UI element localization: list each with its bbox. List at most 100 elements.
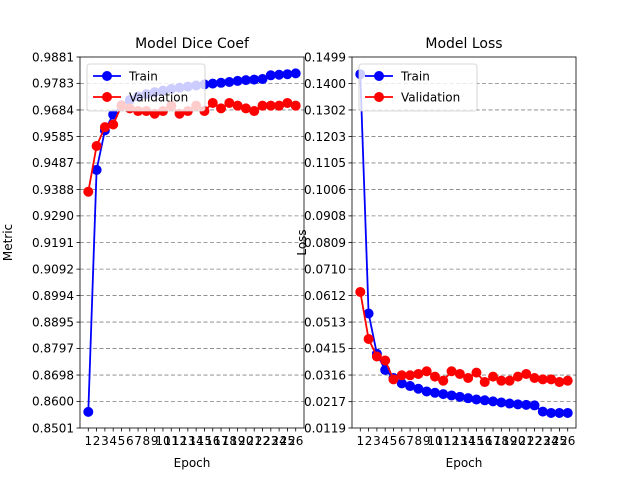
data-point-train: [207, 78, 218, 89]
x-tick-label: 1: [356, 434, 364, 448]
y-axis-label: Loss: [295, 229, 309, 255]
y-tick-label: 0.0119: [304, 421, 346, 435]
data-point-train: [290, 68, 301, 79]
legend-marker-validation: [374, 92, 384, 102]
data-point-validation: [521, 368, 532, 379]
data-point-validation: [99, 122, 110, 133]
data-point-validation: [504, 375, 515, 386]
y-tick-label: 0.0612: [304, 289, 346, 303]
data-point-train: [257, 74, 268, 85]
data-point-train: [240, 75, 251, 86]
plot-frame: [79, 56, 305, 429]
x-tick-label: 15: [469, 434, 484, 448]
x-tick-label: 20: [510, 434, 525, 448]
x-tick-label: 5: [390, 434, 398, 448]
data-point-validation: [488, 371, 499, 382]
chart-title: Model Loss: [425, 36, 502, 52]
data-point-train: [249, 74, 260, 85]
x-tick-label: 5: [118, 434, 126, 448]
y-tick-label: 0.8797: [32, 342, 74, 356]
data-point-train: [488, 396, 499, 407]
data-point-validation: [554, 377, 565, 388]
x-tick-label: 4: [109, 434, 117, 448]
y-tick-label: 0.1006: [304, 183, 346, 197]
y-tick-label: 0.0513: [304, 315, 346, 329]
y-tick-label: 0.9290: [32, 209, 74, 223]
data-point-validation: [396, 370, 407, 381]
plot-frame: [351, 56, 577, 429]
x-tick-label: 15: [197, 434, 212, 448]
x-tick-label: 11: [164, 434, 179, 448]
x-tick-label: 11: [436, 434, 451, 448]
x-tick-label: 21: [247, 434, 262, 448]
data-point-validation: [413, 368, 424, 379]
data-point-train: [546, 407, 557, 418]
data-point-train: [529, 400, 540, 411]
data-point-train: [562, 407, 573, 418]
data-point-validation: [512, 371, 523, 382]
data-point-validation: [429, 371, 440, 382]
x-tick-label: 25: [280, 434, 295, 448]
y-tick-label: 0.1400: [304, 77, 346, 91]
x-axis-label: Epoch: [446, 456, 483, 470]
data-point-validation: [83, 186, 94, 197]
x-tick-label: 18: [494, 434, 509, 448]
x-tick-label: 4: [381, 434, 389, 448]
y-tick-label: 0.0809: [304, 236, 346, 250]
x-tick-label: 14: [189, 434, 204, 448]
data-point-train: [429, 387, 440, 398]
data-point-train: [224, 77, 235, 88]
x-tick-label: 18: [222, 434, 237, 448]
x-tick-label: 7: [406, 434, 414, 448]
x-tick-label: 1: [84, 434, 92, 448]
data-point-train: [421, 386, 432, 397]
y-tick-label: 0.9881: [32, 50, 74, 64]
data-point-train: [446, 390, 457, 401]
data-point-train: [504, 398, 515, 409]
data-point-validation: [388, 374, 399, 385]
data-point-validation: [371, 351, 382, 362]
x-tick-label: 12: [444, 434, 459, 448]
x-tick-label: 10: [155, 434, 170, 448]
legend-label-validation: Validation: [401, 90, 460, 104]
y-tick-label: 0.8895: [32, 315, 74, 329]
x-tick-label: 22: [527, 434, 542, 448]
data-point-validation: [537, 374, 548, 385]
y-tick-label: 0.9191: [32, 236, 74, 250]
legend-label-validation: Validation: [129, 90, 188, 104]
data-point-validation: [224, 97, 235, 108]
x-tick-label: 16: [477, 434, 492, 448]
data-point-train: [405, 381, 416, 392]
data-point-validation: [438, 375, 449, 386]
data-point-validation: [274, 100, 285, 111]
data-point-validation: [562, 375, 573, 386]
data-point-train: [265, 70, 276, 81]
data-point-validation: [216, 103, 227, 114]
data-point-train: [232, 75, 243, 86]
y-tick-label: 0.0710: [304, 262, 346, 276]
data-point-train: [554, 407, 565, 418]
data-point-validation: [463, 372, 474, 383]
data-point-validation: [363, 334, 374, 345]
y-tick-label: 0.8698: [32, 368, 74, 382]
data-point-train: [521, 399, 532, 410]
legend-marker-train: [374, 71, 384, 81]
x-tick-label: 13: [180, 434, 195, 448]
legend-label-train: Train: [400, 69, 430, 83]
x-tick-label: 26: [288, 434, 303, 448]
data-point-validation: [240, 103, 251, 114]
x-tick-label: 14: [461, 434, 476, 448]
y-tick-label: 0.9092: [32, 262, 74, 276]
data-point-train: [496, 397, 507, 408]
y-tick-label: 0.1302: [304, 103, 346, 117]
x-tick-label: 7: [134, 434, 142, 448]
data-point-validation: [257, 100, 268, 111]
x-tick-label: 8: [143, 434, 151, 448]
data-point-validation: [290, 100, 301, 111]
legend-marker-train: [102, 71, 112, 81]
x-tick-label: 9: [151, 434, 159, 448]
x-tick-label: 21: [519, 434, 534, 448]
y-tick-label: 0.9487: [32, 156, 74, 170]
data-point-train: [537, 406, 548, 417]
